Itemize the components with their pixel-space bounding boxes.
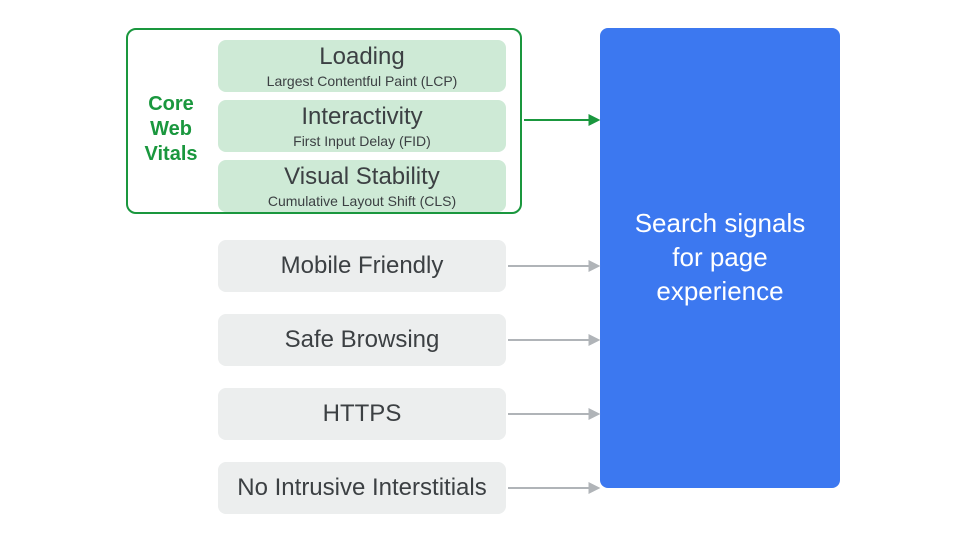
core-web-vitals-label-line: Core — [135, 92, 207, 117]
signal-label: Mobile Friendly — [281, 252, 444, 280]
cwv-metric-sub: First Input Delay (FID) — [218, 133, 506, 149]
cwv-metric-title: Visual Stability — [218, 163, 506, 191]
target-box: Search signalsfor pageexperience — [600, 28, 840, 488]
cwv-metric: Visual Stability Cumulative Layout Shift … — [218, 160, 506, 212]
signal-pill: Mobile Friendly — [218, 240, 506, 292]
target-label: Search signalsfor pageexperience — [635, 207, 806, 308]
target-label-line: experience — [635, 275, 806, 309]
core-web-vitals-label-line: Vitals — [135, 142, 207, 167]
target-label-line: for page — [635, 241, 806, 275]
signal-pill: HTTPS — [218, 388, 506, 440]
signal-label: Safe Browsing — [285, 326, 440, 354]
cwv-metric-sub: Cumulative Layout Shift (CLS) — [218, 193, 506, 209]
signal-label: No Intrusive Interstitials — [237, 474, 486, 502]
diagram-root: CoreWebVitals Loading Largest Contentful P… — [0, 0, 960, 540]
signal-label: HTTPS — [323, 400, 402, 428]
core-web-vitals-label: CoreWebVitals — [135, 92, 207, 167]
cwv-metric: Interactivity First Input Delay (FID) — [218, 100, 506, 152]
target-label-line: Search signals — [635, 207, 806, 241]
cwv-metric-title: Loading — [218, 43, 506, 71]
cwv-metric-sub: Largest Contentful Paint (LCP) — [218, 73, 506, 89]
cwv-metric-title: Interactivity — [218, 103, 506, 131]
cwv-metric: Loading Largest Contentful Paint (LCP) — [218, 40, 506, 92]
signal-pill: No Intrusive Interstitials — [218, 462, 506, 514]
signal-pill: Safe Browsing — [218, 314, 506, 366]
core-web-vitals-label-line: Web — [135, 117, 207, 142]
